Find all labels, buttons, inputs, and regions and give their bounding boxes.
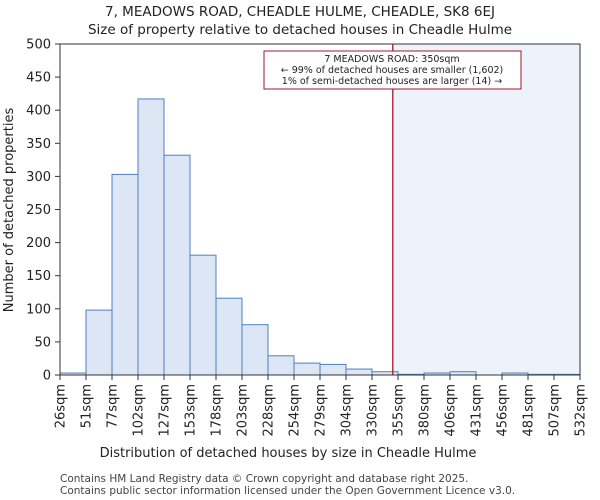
annotation-box: 7 MEADOWS ROAD: 350sqm ← 99% of detached…	[263, 50, 522, 90]
chart-title-line1: 7, MEADOWS ROAD, CHEADLE HULME, CHEADLE,…	[105, 4, 495, 20]
x-tick-label: 304sqm	[340, 384, 355, 437]
y-axis-ticks: 0 50 100 150 200 250 300 350 400 450 500	[26, 38, 60, 384]
bar-228sqm	[267, 355, 295, 376]
x-tick-label: 279sqm	[314, 384, 329, 437]
y-tick-label: 100	[26, 302, 51, 317]
footer-line1: Contains HM Land Registry data © Crown c…	[60, 473, 468, 485]
y-tick-label: 50	[34, 335, 51, 350]
x-tick-label: 102sqm	[132, 384, 147, 437]
bar-102sqm	[137, 98, 165, 376]
x-tick-label: 77sqm	[106, 384, 121, 428]
x-tick-label: 507sqm	[548, 384, 563, 437]
plot-frame	[59, 43, 581, 376]
bar-127sqm	[163, 154, 191, 376]
annotation-line1: 7 MEADOWS ROAD: 350sqm	[324, 54, 459, 65]
x-tick-label: 380sqm	[418, 384, 433, 437]
y-tick-label: 450	[26, 71, 51, 86]
x-tick-label: 456sqm	[496, 384, 511, 437]
y-tick-label: 500	[26, 38, 51, 53]
bar-178sqm	[215, 297, 243, 376]
y-tick-label: 150	[26, 269, 51, 284]
footer-line2: Contains public sector information licen…	[60, 485, 515, 497]
x-tick-label: 254sqm	[288, 384, 303, 437]
bars-group	[59, 98, 581, 376]
y-tick-label: 400	[26, 104, 51, 119]
bar-51sqm	[85, 309, 113, 376]
x-axis-ticks: 26sqm 51sqm 77sqm 102sqm 127sqm 153sqm 178sqm 2…	[54, 375, 589, 437]
x-tick-label: 481sqm	[522, 384, 537, 437]
y-tick-label: 300	[26, 170, 51, 185]
y-tick-label: 350	[26, 137, 51, 152]
x-tick-label: 153sqm	[184, 384, 199, 437]
bar-77sqm	[111, 173, 139, 376]
bar-279sqm	[319, 363, 347, 376]
x-tick-label: 431sqm	[470, 384, 485, 437]
x-tick-label: 532sqm	[574, 384, 589, 437]
x-tick-label: 228sqm	[262, 384, 277, 437]
y-tick-label: 200	[26, 236, 51, 251]
bar-254sqm	[293, 362, 321, 376]
y-axis-label: Number of detached properties	[2, 108, 17, 313]
bar-304sqm	[345, 368, 373, 376]
x-tick-label: 51sqm	[80, 384, 95, 428]
x-tick-label: 203sqm	[236, 384, 251, 437]
annotation-line3: 1% of semi-detached houses are larger (1…	[282, 76, 502, 87]
x-tick-label: 355sqm	[392, 384, 407, 437]
bar-203sqm	[241, 324, 269, 376]
larger-properties-shaded-region	[392, 44, 580, 375]
bar-153sqm	[189, 254, 217, 376]
chart-title-line2: Size of property relative to detached ho…	[88, 22, 512, 38]
x-tick-label: 26sqm	[54, 384, 69, 428]
x-tick-label: 406sqm	[444, 384, 459, 437]
annotation-line2: ← 99% of detached houses are smaller (1,…	[281, 65, 504, 76]
x-axis-label: Distribution of detached houses by size …	[100, 446, 477, 461]
x-tick-label: 330sqm	[366, 384, 381, 437]
x-tick-label: 178sqm	[210, 384, 225, 437]
y-tick-label: 0	[43, 369, 51, 384]
x-tick-label: 127sqm	[158, 384, 173, 437]
y-tick-label: 250	[26, 203, 51, 218]
